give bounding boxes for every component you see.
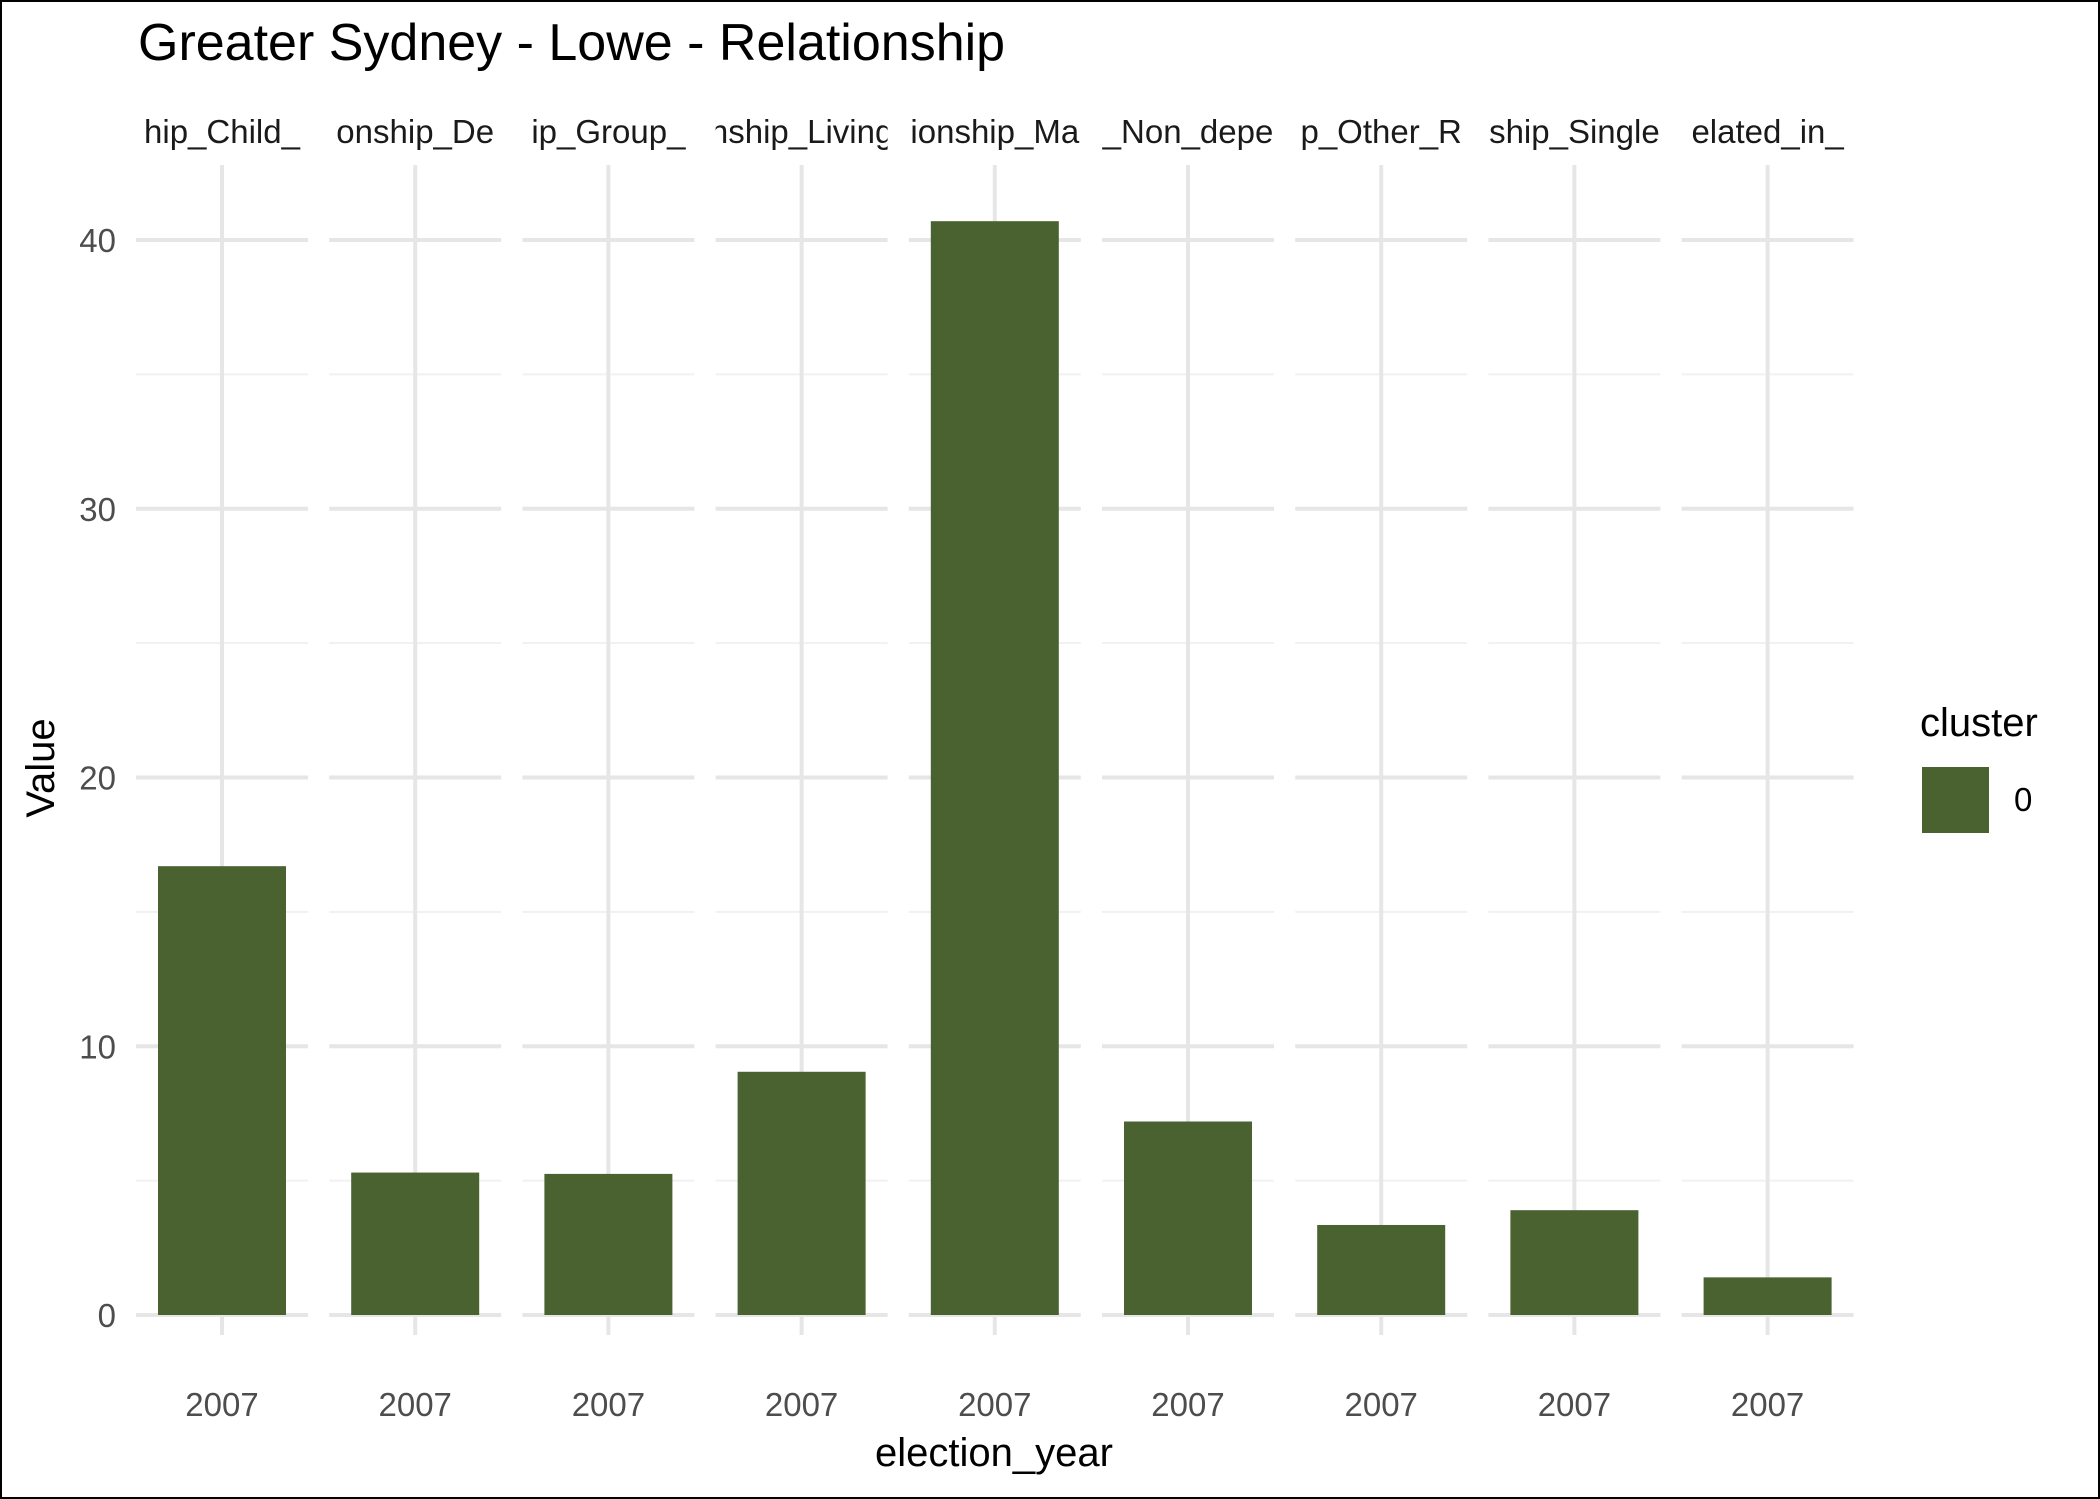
legend-title: cluster <box>1920 701 2038 745</box>
facet-panel: _Non_depe 2007 <box>1102 113 1274 1423</box>
facet-panel: nship_Living 2007 <box>710 113 893 1423</box>
x-tick-label: 2007 <box>765 1386 838 1423</box>
facet-panel: ionship_Ma 2007 <box>908 113 1081 1423</box>
bar <box>1510 1210 1639 1315</box>
strip-label: hip_Child_ <box>144 113 301 150</box>
y-tick-label: 20 <box>79 760 116 797</box>
facet-panel: ip_Group_ 2007 <box>522 113 695 1423</box>
facet-panel: p_Other_R 2007 <box>1295 113 1468 1423</box>
y-tick-label: 40 <box>79 222 116 259</box>
facet-panel: ship_Single 2007 <box>1488 113 1661 1423</box>
bar <box>1124 1121 1252 1315</box>
x-tick-label: 2007 <box>185 1386 258 1423</box>
strip-label: ip_Group_ <box>531 113 686 150</box>
x-tick-label: 2007 <box>1731 1386 1804 1423</box>
strip-label: ship_Single <box>1489 113 1660 150</box>
x-tick-label: 2007 <box>572 1386 645 1423</box>
strip-label: p_Other_R <box>1300 113 1461 150</box>
strip-label: elated_in_ <box>1691 113 1844 150</box>
y-tick-label: 30 <box>79 491 116 528</box>
bar <box>737 1071 866 1315</box>
x-tick-label: 2007 <box>1151 1386 1224 1423</box>
x-tick-label: 2007 <box>958 1386 1031 1423</box>
y-axis: 0 10 20 30 40 <box>79 222 116 1334</box>
x-tick-label: 2007 <box>378 1386 451 1423</box>
facet-panel: onship_De 2007 <box>329 113 502 1423</box>
legend-key-0 <box>1922 767 1989 833</box>
y-tick-label: 10 <box>79 1028 116 1065</box>
y-axis-title: Value <box>19 718 63 817</box>
strip-label: ionship_Ma <box>910 113 1079 150</box>
y-tick-label: 0 <box>98 1297 116 1334</box>
facet-panel: hip_Child_ 2007 <box>136 113 308 1423</box>
facet-panel: elated_in_ 2007 <box>1681 113 1854 1423</box>
bar <box>930 221 1059 1315</box>
bar <box>351 1172 480 1315</box>
x-tick-label: 2007 <box>1538 1386 1611 1423</box>
legend-label-0: 0 <box>2014 781 2032 818</box>
x-axis-title: election_year <box>875 1431 1113 1475</box>
legend: cluster 0 <box>1920 701 2038 833</box>
strip-label: onship_De <box>336 113 494 150</box>
chart-title: Greater Sydney - Lowe - Relationship <box>138 14 1005 72</box>
x-tick-label: 2007 <box>1344 1386 1417 1423</box>
strip-label: _Non_depe <box>1102 113 1274 150</box>
facet-panels: hip_Child_ 2007 onship_De 2007 ip_Group_ 2007… <box>136 113 1854 1423</box>
bar <box>1317 1224 1446 1315</box>
bar <box>158 866 286 1315</box>
bar <box>1703 1277 1832 1315</box>
strip-label: nship_Living <box>710 113 893 150</box>
bar <box>544 1173 673 1315</box>
